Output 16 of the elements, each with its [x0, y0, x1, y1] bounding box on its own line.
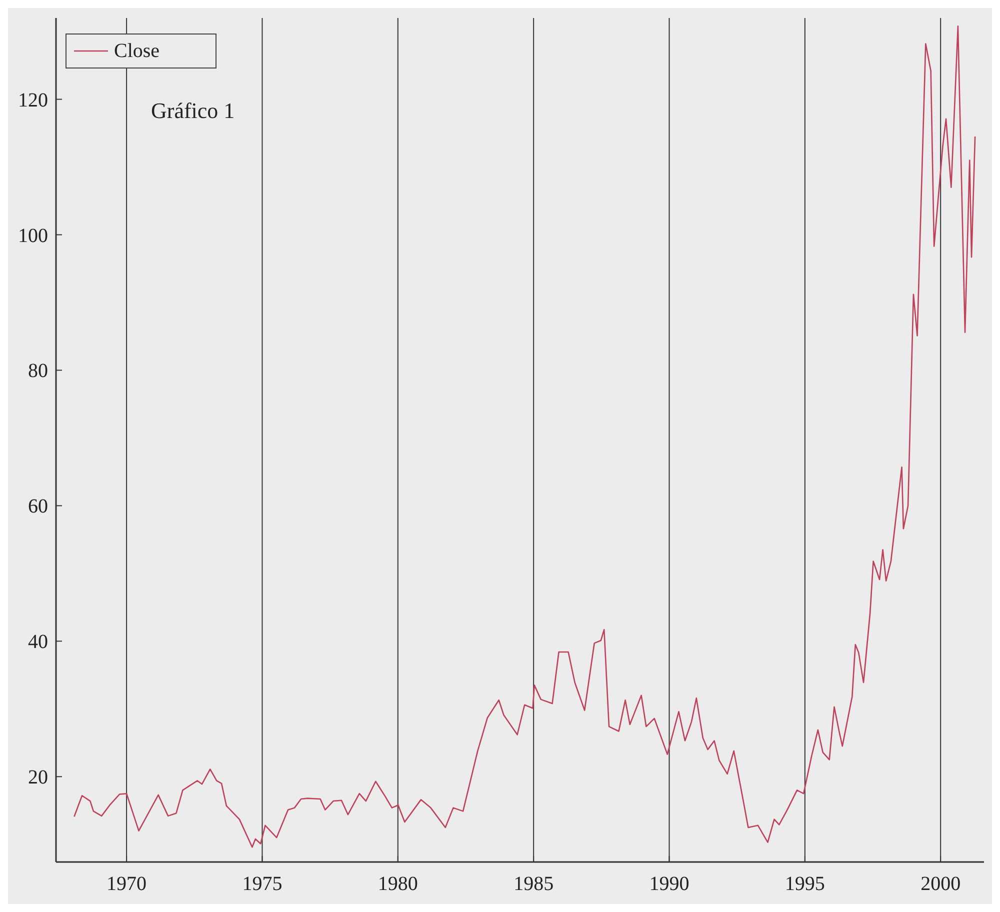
x-tick-label: 1995	[784, 873, 825, 895]
y-tick-label: 100	[18, 224, 48, 247]
y-tick-label: 120	[18, 89, 48, 112]
x-tick-label: 1975	[242, 873, 282, 895]
x-tick-label: 1970	[106, 873, 147, 895]
x-tick-label: 1980	[378, 873, 418, 895]
line-series	[74, 25, 976, 848]
y-tick-label: 20	[28, 766, 48, 789]
legend-label: Close	[114, 40, 160, 62]
x-tick-label: 1985	[514, 873, 554, 895]
x-tick-label: 1990	[649, 873, 690, 895]
x-tick-label: 2000	[920, 873, 961, 895]
y-tick-label: 60	[28, 496, 48, 518]
y-tick-label: 40	[28, 631, 48, 654]
y-tick-label: 80	[28, 360, 48, 382]
annotation: Gráfico 1	[151, 98, 235, 123]
